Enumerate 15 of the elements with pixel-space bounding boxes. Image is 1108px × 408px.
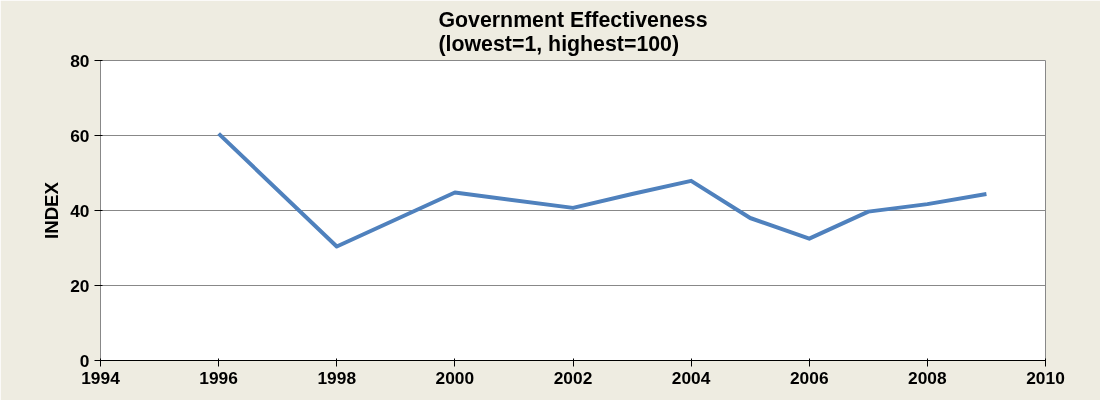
x-tick-label: 2004 — [671, 367, 711, 388]
x-tick-label: 2010 — [1026, 367, 1065, 388]
line-series — [216, 131, 989, 249]
y-tick-label: 60 — [70, 125, 90, 146]
y-tick-label: 80 — [70, 50, 90, 71]
y-axis-title: INDEX — [41, 181, 63, 240]
y-tick-label: 40 — [70, 200, 90, 221]
x-tick-label: 2002 — [553, 367, 593, 388]
x-tick-label: 2008 — [908, 367, 948, 388]
chart-title: Government Effectiveness (lowest=1, highest=100) — [438, 7, 708, 56]
y-tick-label: 20 — [70, 275, 90, 296]
x-tick-label: 1998 — [317, 367, 357, 388]
x-tick-label: 2006 — [789, 367, 829, 388]
x-tick-label: 2000 — [435, 367, 475, 388]
x-tick-label: 1996 — [199, 367, 239, 388]
